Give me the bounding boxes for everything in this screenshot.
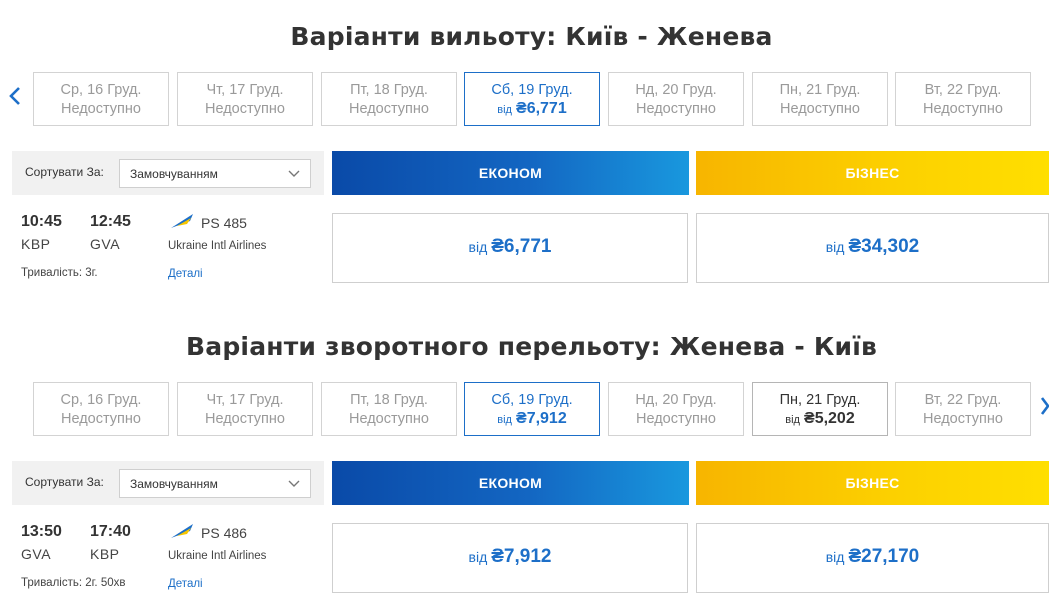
airline-name: Ukraine Intl Airlines [168,240,267,252]
economy-fare-button[interactable]: від ₴6,771 [332,213,688,283]
economy-price: ₴6,771 [491,236,552,257]
sort-label: Сортувати За: [25,475,104,489]
airline-logo-icon [171,214,193,228]
outbound-title: Варіанти вильоту: Київ - Женева [290,22,773,51]
date-card-dec-16[interactable]: Ср, 16 Груд. Недоступно [33,382,169,436]
sort-select-value: Замовчуванням [130,167,218,181]
flight-number: PS 485 [201,215,247,231]
date-card-dec-22[interactable]: Вт, 22 Груд. Недоступно [895,382,1031,436]
date-status: Недоступно [61,411,141,427]
date-status: Недоступно [349,411,429,427]
date-price: ₴5,202 [804,410,855,427]
arrival-airport: GVA [90,236,121,252]
date-card-dec-17[interactable]: Чт, 17 Груд. Недоступно [177,382,313,436]
chevron-down-icon [288,170,300,177]
date-label: Ср, 16 Груд. [60,82,142,98]
arrival-airport: KBP [90,546,120,562]
date-card-dec-21[interactable]: Пн, 21 Груд. від ₴5,202 [752,382,888,436]
departure-time: 10:45 [21,213,62,230]
chevron-down-icon [288,480,300,487]
flight-duration: Тривалість: 2г. 50хв [21,577,126,589]
from-label: від [825,239,845,255]
sort-select[interactable]: Замовчуванням [119,469,311,498]
date-status: Недоступно [780,101,860,117]
date-label: Пн, 21 Груд. [779,392,861,408]
date-price: ₴6,771 [516,100,567,117]
business-fare-button[interactable]: від ₴34,302 [696,213,1049,283]
date-status: Недоступно [636,411,716,427]
date-status: Недоступно [61,101,141,117]
from-label: від [785,414,800,426]
date-card-dec-18[interactable]: Пт, 18 Груд. Недоступно [321,382,457,436]
date-label: Сб, 19 Груд. [491,82,573,98]
next-dates-chevron-right-icon[interactable] [1040,395,1049,417]
details-link[interactable]: Деталі [168,578,203,590]
date-status: Недоступно [636,101,716,117]
from-label: від [825,549,845,565]
date-status: Недоступно [349,101,429,117]
date-card-dec-16[interactable]: Ср, 16 Груд. Недоступно [33,72,169,126]
from-label: від [497,414,512,426]
economy-header: ЕКОНОМ [332,461,689,505]
sort-label: Сортувати За: [25,165,104,179]
flight-number: PS 486 [201,525,247,541]
date-label: Пн, 21 Груд. [779,82,861,98]
airline-name: Ukraine Intl Airlines [168,550,267,562]
arrival-time: 12:45 [90,213,131,230]
business-fare-button[interactable]: від ₴27,170 [696,523,1049,593]
business-price: ₴34,302 [848,236,920,257]
sort-select-value: Замовчуванням [130,477,218,491]
from-label: від [468,549,488,565]
date-status: Недоступно [923,101,1003,117]
date-card-dec-21[interactable]: Пн, 21 Груд. Недоступно [752,72,888,126]
from-label: від [497,104,512,116]
date-card-dec-19-selected[interactable]: Сб, 19 Груд. від ₴6,771 [464,72,600,126]
sort-select[interactable]: Замовчуванням [119,159,311,188]
date-status: Недоступно [923,411,1003,427]
flight-duration: Тривалість: 3г. [21,267,98,279]
airline-logo-icon [171,524,193,538]
arrival-time: 17:40 [90,523,131,540]
date-label: Нд, 20 Груд. [635,82,717,98]
date-label: Чт, 17 Груд. [206,392,284,408]
date-label: Вт, 22 Груд. [924,82,1002,98]
date-label: Пт, 18 Груд. [350,392,428,408]
sort-bar: Сортувати За: Замовчуванням [12,151,324,195]
business-price: ₴27,170 [848,546,920,567]
departure-time: 13:50 [21,523,62,540]
return-title: Варіанти зворотного перельоту: Женева - … [186,332,877,361]
from-label: від [468,239,488,255]
business-header: БІЗНЕС [696,151,1049,195]
business-header: БІЗНЕС [696,461,1049,505]
sort-bar: Сортувати За: Замовчуванням [12,461,324,505]
date-label: Пт, 18 Груд. [350,82,428,98]
date-label: Ср, 16 Груд. [60,392,142,408]
date-label: Чт, 17 Груд. [206,82,284,98]
date-card-dec-17[interactable]: Чт, 17 Груд. Недоступно [177,72,313,126]
departure-airport: KBP [21,236,51,252]
details-link[interactable]: Деталі [168,268,203,280]
date-card-dec-22[interactable]: Вт, 22 Груд. Недоступно [895,72,1031,126]
economy-header: ЕКОНОМ [332,151,689,195]
date-card-dec-18[interactable]: Пт, 18 Груд. Недоступно [321,72,457,126]
date-card-dec-20[interactable]: Нд, 20 Груд. Недоступно [608,72,744,126]
departure-airport: GVA [21,546,52,562]
date-status: Недоступно [205,411,285,427]
date-price: ₴7,912 [516,410,567,427]
economy-fare-button[interactable]: від ₴7,912 [332,523,688,593]
date-card-dec-20[interactable]: Нд, 20 Груд. Недоступно [608,382,744,436]
date-label: Нд, 20 Груд. [635,392,717,408]
date-label: Сб, 19 Груд. [491,392,573,408]
economy-price: ₴7,912 [491,546,552,567]
date-status: Недоступно [205,101,285,117]
date-label: Вт, 22 Груд. [924,392,1002,408]
date-card-dec-19-selected[interactable]: Сб, 19 Груд. від ₴7,912 [464,382,600,436]
prev-dates-chevron-left-icon[interactable] [8,85,22,107]
